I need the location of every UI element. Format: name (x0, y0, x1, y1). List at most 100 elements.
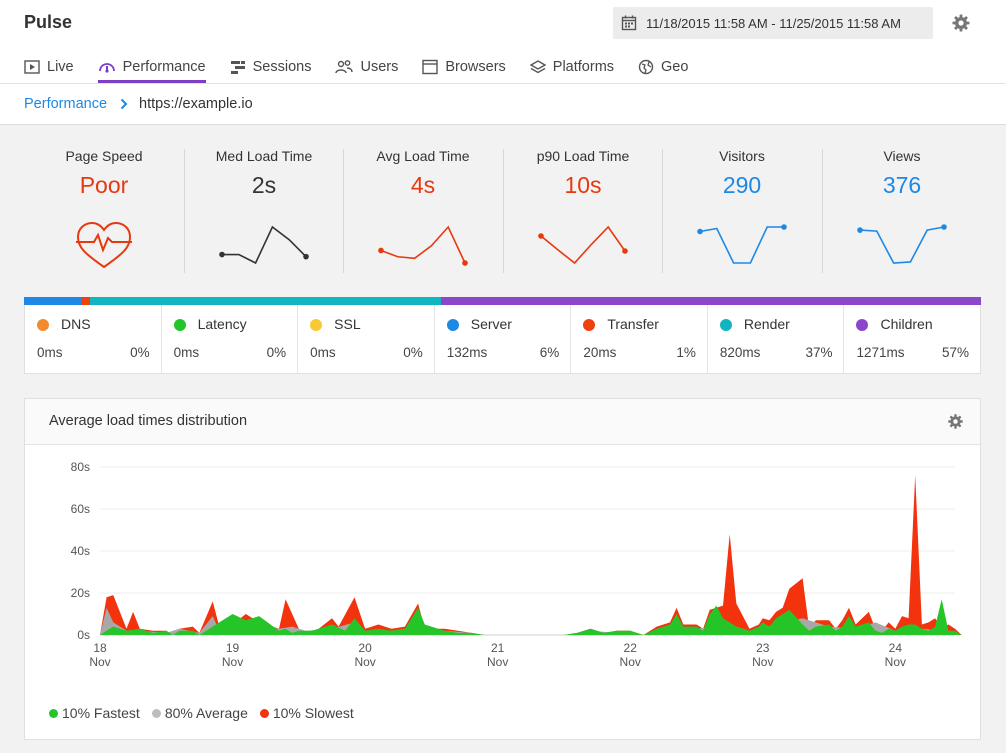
load-distribution-chart: 0s20s40s60s80s18Nov19Nov20Nov21Nov22Nov2… (71, 460, 962, 669)
x-tick-month: Nov (354, 655, 375, 669)
metric-label: Med Load Time (215, 148, 313, 164)
tab-geo[interactable]: Geo (638, 50, 688, 83)
timing-name: DNS (61, 316, 91, 332)
tab-label: Users (360, 58, 399, 75)
timing-pct: 57% (942, 345, 970, 360)
panel-header: Average load times distribution (25, 399, 980, 445)
load-distribution-panel: Average load times distribution 0s 20s 40s… (24, 398, 981, 740)
tab-label: Browsers (445, 58, 506, 75)
y-tick-label: 60s (71, 502, 90, 516)
timing-transfer: Transfer 20ms 1% (571, 305, 708, 373)
x-tick-day: 20 (358, 641, 372, 655)
avg-load-sparkline (378, 225, 468, 266)
timing-pct: 1% (676, 345, 696, 360)
x-tick-day: 22 (624, 641, 638, 655)
metric-divider (662, 149, 663, 273)
timing-pct: 6% (539, 345, 560, 360)
x-tick-month: Nov (620, 655, 641, 669)
legend-slowest[interactable]: 10% Slowest (259, 705, 354, 721)
x-tick-day: 24 (889, 641, 903, 655)
metric-value: 376 (882, 172, 922, 198)
metric-label: Views (883, 148, 921, 164)
timing-pct: 37% (805, 345, 833, 360)
tab-label: Geo (661, 58, 689, 75)
metric-page-speed: Page Speed Poor (24, 147, 184, 273)
gauge-icon (98, 62, 115, 73)
tab-label: Live (47, 58, 74, 75)
calendar-icon (621, 15, 637, 31)
users-icon (335, 59, 354, 73)
x-tick-month: Nov (885, 655, 906, 669)
sparkline-endpoint (538, 233, 544, 239)
timing-dns: DNS 0ms 0% (25, 305, 162, 373)
y-tick-label: 80s (71, 460, 90, 474)
metric-divider (822, 149, 823, 273)
sparkline-endpoint (622, 248, 628, 254)
sparkline-line (222, 225, 307, 265)
latency-color-dot (173, 319, 186, 331)
timing-ms: 20ms (583, 345, 617, 360)
sparkline-endpoint (378, 247, 384, 254)
metric-p90-load-time: p90 Load Time 10s (503, 147, 663, 273)
render-color-dot (719, 319, 732, 331)
slowest-legend-dot (259, 708, 269, 718)
tab-browsers[interactable]: Browsers (422, 50, 506, 83)
date-range-text: 11/18/2015 11:58 AM - 11/25/2015 11:58 A… (646, 15, 901, 31)
breadcrumb: Performance https://example.io (0, 84, 1006, 125)
legend-fastest[interactable]: 10% Fastest (49, 705, 140, 721)
date-range-picker[interactable]: 11/18/2015 11:58 AM - 11/25/2015 11:58 A… (613, 7, 933, 39)
average-legend-dot (151, 708, 161, 718)
x-tick-day: 19 (226, 641, 240, 655)
metric-value: 10s (564, 172, 602, 198)
legend-label: 10% Fastest (62, 705, 140, 721)
legend-label: 80% Average (164, 705, 248, 721)
timing-name: SSL (334, 316, 361, 332)
timing-ms: 820ms (719, 345, 761, 360)
metric-label: p90 Load Time (536, 148, 630, 164)
metric-value: Poor (79, 172, 129, 198)
timing-render: Render 820ms 37% (708, 305, 845, 373)
breadcrumb-link-performance[interactable]: Performance (24, 96, 108, 112)
visitors-sparkline (697, 224, 787, 264)
p90-load-sparkline (538, 225, 628, 265)
children-color-dot (856, 319, 869, 331)
timing-server: Server 132ms 6% (435, 305, 572, 373)
x-tick-month: Nov (222, 655, 243, 669)
server-color-dot (446, 319, 459, 331)
panel-settings-gear-icon[interactable] (947, 413, 964, 430)
sparkline-endpoint (219, 251, 225, 258)
x-tick-day: 23 (756, 641, 770, 655)
metric-value: 2s (251, 172, 277, 198)
tab-sessions[interactable]: Sessions (230, 50, 311, 83)
y-tick-label: 40s (71, 544, 90, 558)
tab-label: Performance (122, 58, 206, 75)
tab-performance[interactable]: Performance (97, 50, 206, 83)
metric-label: Page Speed (65, 148, 143, 164)
metric-value: 4s (410, 172, 436, 198)
metric-avg-load-time: Avg Load Time 4s (343, 147, 503, 273)
legend-label: 10% Slowest (272, 705, 354, 721)
legend-average[interactable]: 80% Average (151, 705, 248, 721)
tab-users[interactable]: Users (335, 50, 398, 83)
panel-title: Average load times distribution (49, 413, 248, 429)
sparkline-endpoint (697, 228, 703, 235)
metric-label: Visitors (719, 148, 765, 164)
tab-live[interactable]: Live (24, 50, 74, 83)
sparkline-endpoint (941, 224, 947, 230)
timing-name: Render (743, 316, 790, 332)
settings-gear-icon[interactable] (951, 13, 971, 33)
timing-name: Transfer (607, 316, 659, 332)
timing-ms: 0ms (173, 345, 200, 360)
sparkline-line (380, 225, 466, 264)
tab-platforms[interactable]: Platforms (529, 50, 614, 83)
ssl-color-dot (310, 319, 323, 331)
timing-ms: 0ms (37, 345, 63, 360)
sessions-bars-icon (230, 60, 245, 74)
timing-ms: 0ms (310, 345, 336, 360)
x-tick-day: 21 (491, 641, 505, 655)
timing-breakdown-bar (24, 297, 982, 305)
med-load-sparkline (219, 225, 309, 265)
area-10-fastest (100, 599, 962, 635)
sparkline-line (699, 226, 784, 264)
metric-views: Views 376 (822, 147, 982, 273)
